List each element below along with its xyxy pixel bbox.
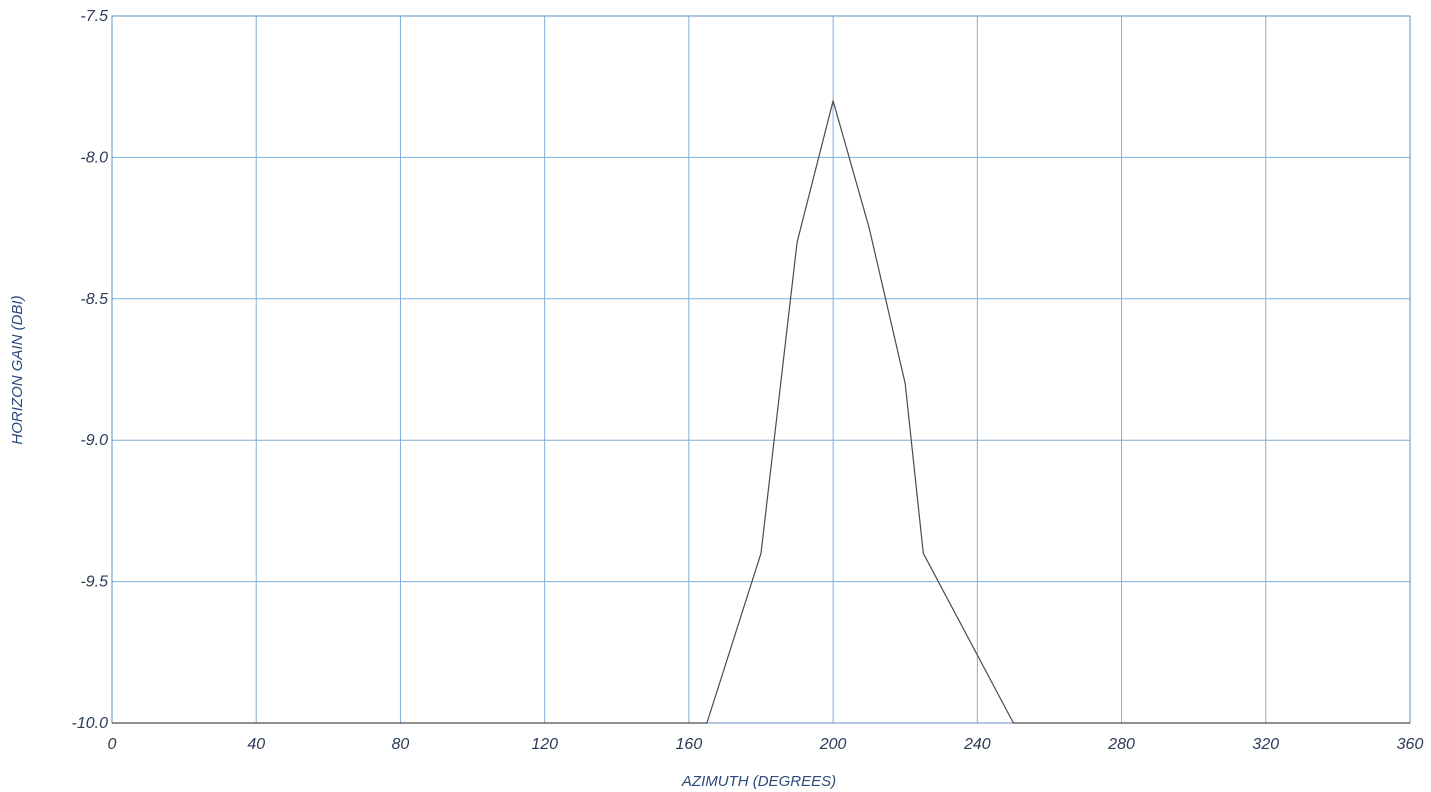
x-tick-labels: 0 40 80 120 160 200 240 280 320 360 xyxy=(108,736,1424,753)
grid-lines xyxy=(111,15,1411,724)
y-axis-title: HORIZON GAIN (DBI) xyxy=(9,295,26,444)
y-tick-label: -9.5 xyxy=(80,574,108,591)
x-tick-label: 240 xyxy=(963,736,991,753)
plot-frame xyxy=(111,15,1411,724)
x-tick-label: 280 xyxy=(1107,736,1135,753)
y-tick-label: -9.0 xyxy=(80,432,108,449)
x-tick-label: 40 xyxy=(247,736,265,753)
x-axis-title: AZIMUTH (DEGREES) xyxy=(681,773,836,790)
plot-border xyxy=(111,15,1411,724)
x-tick-label: 320 xyxy=(1252,736,1279,753)
series-line xyxy=(112,100,1410,724)
x-tick-label: 200 xyxy=(819,736,847,753)
y-tick-label: -7.5 xyxy=(80,8,108,25)
y-tick-label: -8.5 xyxy=(80,291,108,308)
x-tick-label: 0 xyxy=(108,736,117,753)
y-tick-label: -8.0 xyxy=(80,149,108,166)
y-tick-labels: -7.5 -8.0 -8.5 -9.0 -9.5 -10.0 xyxy=(72,8,109,732)
x-tick-label: 160 xyxy=(676,736,703,753)
x-tick-label: 120 xyxy=(531,736,558,753)
x-tick-label: 80 xyxy=(392,736,410,753)
series-layer xyxy=(112,100,1410,724)
y-tick-label: -10.0 xyxy=(72,715,109,732)
x-tick-label: 360 xyxy=(1397,736,1424,753)
